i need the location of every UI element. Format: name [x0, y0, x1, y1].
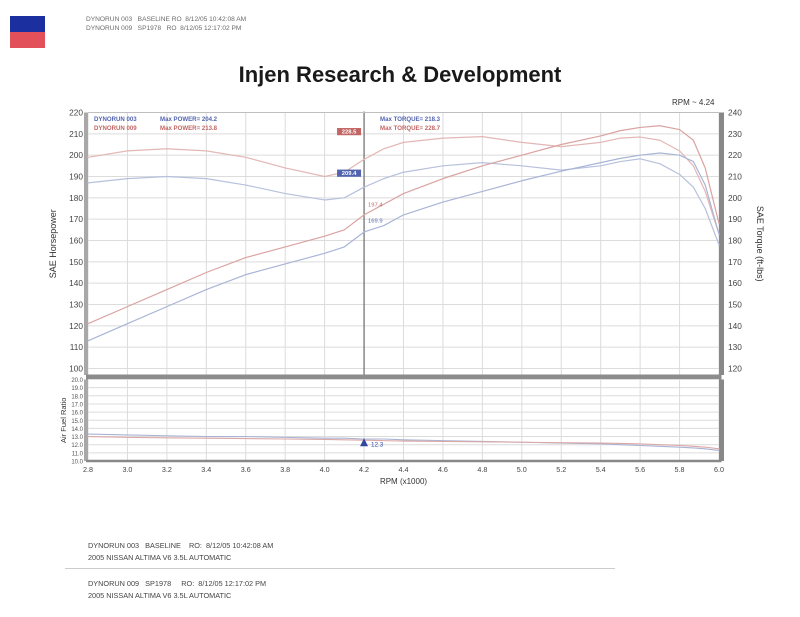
svg-text:DYNORUN 003: DYNORUN 003	[94, 116, 137, 123]
svg-text:150: 150	[728, 300, 742, 310]
svg-text:197.4: 197.4	[368, 202, 383, 208]
svg-text:3.2: 3.2	[162, 465, 172, 474]
svg-text:18.0: 18.0	[71, 394, 83, 400]
svg-text:170: 170	[69, 214, 83, 224]
svg-text:4.4: 4.4	[399, 465, 409, 474]
svg-text:5.4: 5.4	[596, 465, 606, 474]
svg-text:160: 160	[728, 278, 742, 288]
svg-text:169.9: 169.9	[368, 218, 383, 224]
svg-text:5.8: 5.8	[675, 465, 685, 474]
svg-text:220: 220	[728, 150, 742, 160]
svg-text:12.0: 12.0	[71, 443, 83, 449]
svg-text:5.0: 5.0	[517, 465, 527, 474]
svg-text:4.0: 4.0	[320, 465, 330, 474]
svg-text:240: 240	[728, 108, 742, 118]
svg-text:16.0: 16.0	[71, 411, 83, 417]
svg-text:100: 100	[69, 364, 83, 374]
svg-text:130: 130	[728, 342, 742, 352]
svg-text:210: 210	[69, 129, 83, 139]
svg-text:160: 160	[69, 236, 83, 246]
svg-text:190: 190	[728, 214, 742, 224]
svg-text:4.6: 4.6	[438, 465, 448, 474]
svg-text:3.6: 3.6	[241, 465, 251, 474]
svg-text:5.6: 5.6	[635, 465, 645, 474]
svg-text:110: 110	[70, 342, 84, 352]
svg-text:180: 180	[69, 193, 83, 203]
svg-text:3.8: 3.8	[280, 465, 290, 474]
svg-text:19.0: 19.0	[71, 386, 83, 392]
svg-text:200: 200	[69, 150, 83, 160]
svg-text:220: 220	[69, 108, 83, 118]
svg-text:200: 200	[728, 193, 742, 203]
svg-text:13.0: 13.0	[71, 435, 83, 441]
svg-text:230: 230	[728, 129, 742, 139]
svg-text:170: 170	[728, 257, 742, 267]
svg-text:20.0: 20.0	[71, 378, 83, 384]
svg-text:4.8: 4.8	[477, 465, 487, 474]
svg-text:190: 190	[69, 172, 83, 182]
svg-text:6.0: 6.0	[714, 465, 724, 474]
svg-text:12.3: 12.3	[371, 441, 384, 448]
svg-text:3.0: 3.0	[122, 465, 132, 474]
svg-text:4.2: 4.2	[359, 465, 369, 474]
svg-text:120: 120	[69, 321, 83, 331]
svg-text:17.0: 17.0	[71, 402, 83, 408]
svg-text:140: 140	[69, 278, 83, 288]
svg-text:RPM (x1000): RPM (x1000)	[380, 477, 427, 486]
svg-text:15.0: 15.0	[71, 419, 83, 425]
svg-text:3.4: 3.4	[201, 465, 211, 474]
svg-text:209.4: 209.4	[342, 171, 357, 177]
svg-text:5.2: 5.2	[556, 465, 566, 474]
svg-text:140: 140	[728, 321, 742, 331]
svg-text:210: 210	[728, 172, 742, 182]
svg-text:SAE Horsepower: SAE Horsepower	[48, 209, 58, 278]
svg-text:Max POWER= 213.8: Max POWER= 213.8	[160, 125, 218, 132]
svg-text:150: 150	[69, 257, 83, 267]
svg-text:11.0: 11.0	[72, 451, 84, 457]
svg-text:Max TORQUE= 228.7: Max TORQUE= 228.7	[380, 125, 441, 132]
svg-text:228.5: 228.5	[342, 130, 357, 136]
svg-text:Air Fuel Ratio: Air Fuel Ratio	[59, 398, 68, 443]
svg-text:DYNORUN 009: DYNORUN 009	[94, 125, 137, 132]
svg-text:SAE Torque (ft-lbs): SAE Torque (ft-lbs)	[755, 206, 765, 282]
svg-text:10.0: 10.0	[71, 460, 83, 466]
svg-text:2.8: 2.8	[83, 465, 93, 474]
svg-text:180: 180	[728, 236, 742, 246]
svg-text:Max POWER= 204.2: Max POWER= 204.2	[160, 116, 218, 123]
svg-text:130: 130	[69, 300, 83, 310]
svg-text:14.0: 14.0	[71, 427, 83, 433]
svg-text:Max TORQUE= 218.3: Max TORQUE= 218.3	[380, 116, 441, 123]
svg-text:120: 120	[728, 364, 742, 374]
